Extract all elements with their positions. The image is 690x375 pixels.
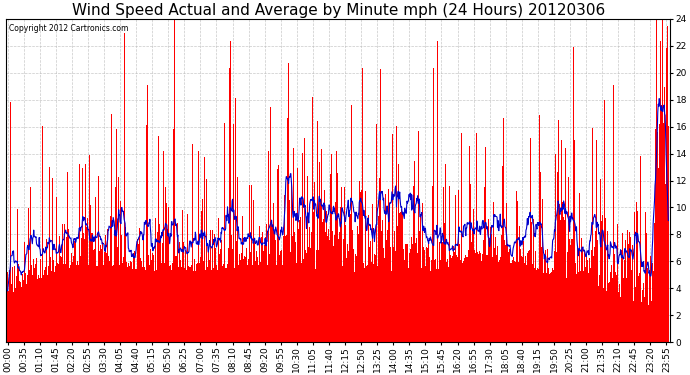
Title: Wind Speed Actual and Average by Minute mph (24 Hours) 20120306: Wind Speed Actual and Average by Minute … [72,3,605,18]
Text: Copyright 2012 Cartronics.com: Copyright 2012 Cartronics.com [10,24,129,33]
